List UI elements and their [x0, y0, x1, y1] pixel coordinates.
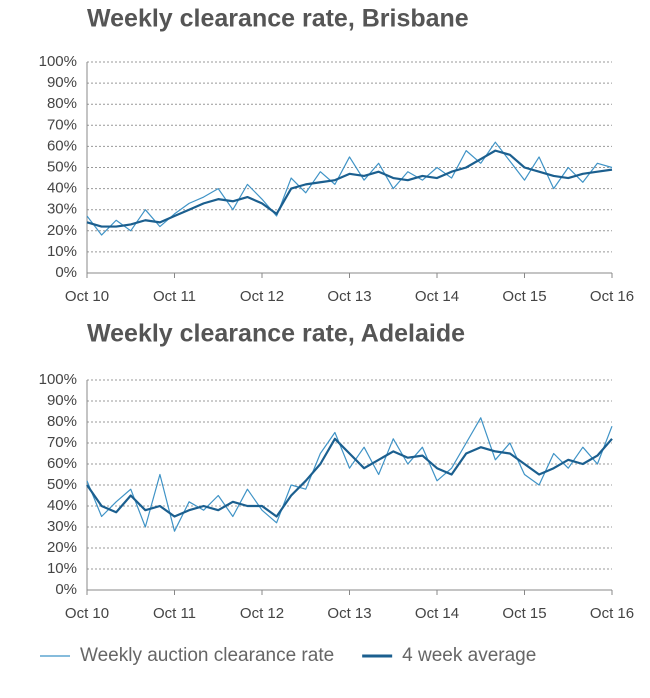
x-tick-label: Oct 14 — [415, 605, 459, 622]
chart-title: Weekly clearance rate, Brisbane — [87, 5, 469, 33]
x-tick-label: Oct 10 — [65, 605, 109, 622]
legend-label: Weekly auction clearance rate — [80, 645, 334, 666]
y-tick-label: 40% — [47, 497, 77, 514]
x-tick-label: Oct 16 — [590, 288, 634, 305]
x-tick-label: Oct 12 — [240, 605, 284, 622]
y-tick-label: 80% — [47, 95, 77, 112]
x-tick-label: Oct 15 — [502, 605, 546, 622]
x-tick-label: Oct 13 — [327, 288, 371, 305]
series-line — [86, 417, 613, 532]
x-tick-label: Oct 12 — [240, 288, 284, 305]
x-tick-label: Oct 15 — [502, 288, 546, 305]
y-tick-label: 50% — [47, 158, 77, 175]
x-tick-label: Oct 16 — [590, 605, 634, 622]
y-tick-label: 70% — [47, 434, 77, 451]
y-tick-label: 10% — [47, 560, 77, 577]
y-tick-label: 30% — [47, 518, 77, 535]
x-tick-label: Oct 11 — [153, 288, 196, 305]
y-tick-label: 80% — [47, 413, 77, 430]
x-tick-label: Oct 11 — [153, 605, 196, 622]
y-tick-label: 20% — [47, 222, 77, 239]
x-tick-label: Oct 10 — [65, 288, 109, 305]
y-tick-label: 60% — [47, 455, 77, 472]
y-tick-label: 90% — [47, 392, 77, 409]
y-tick-label: 0% — [55, 264, 77, 281]
y-tick-label: 30% — [47, 201, 77, 218]
y-tick-label: 100% — [39, 371, 77, 388]
chart-title: Weekly clearance rate, Adelaide — [87, 320, 465, 348]
series-line — [86, 149, 613, 228]
series-line — [86, 437, 613, 518]
y-tick-label: 20% — [47, 539, 77, 556]
y-tick-label: 60% — [47, 137, 77, 154]
y-tick-label: 10% — [47, 243, 77, 260]
y-tick-label: 70% — [47, 116, 77, 133]
y-tick-label: 0% — [55, 581, 77, 598]
y-tick-label: 100% — [39, 53, 77, 70]
y-tick-label: 50% — [47, 476, 77, 493]
y-tick-label: 40% — [47, 180, 77, 197]
series-line — [86, 141, 613, 236]
legend-label: 4 week average — [402, 645, 536, 666]
y-tick-label: 90% — [47, 74, 77, 91]
x-tick-label: Oct 13 — [327, 605, 371, 622]
x-tick-label: Oct 14 — [415, 288, 459, 305]
